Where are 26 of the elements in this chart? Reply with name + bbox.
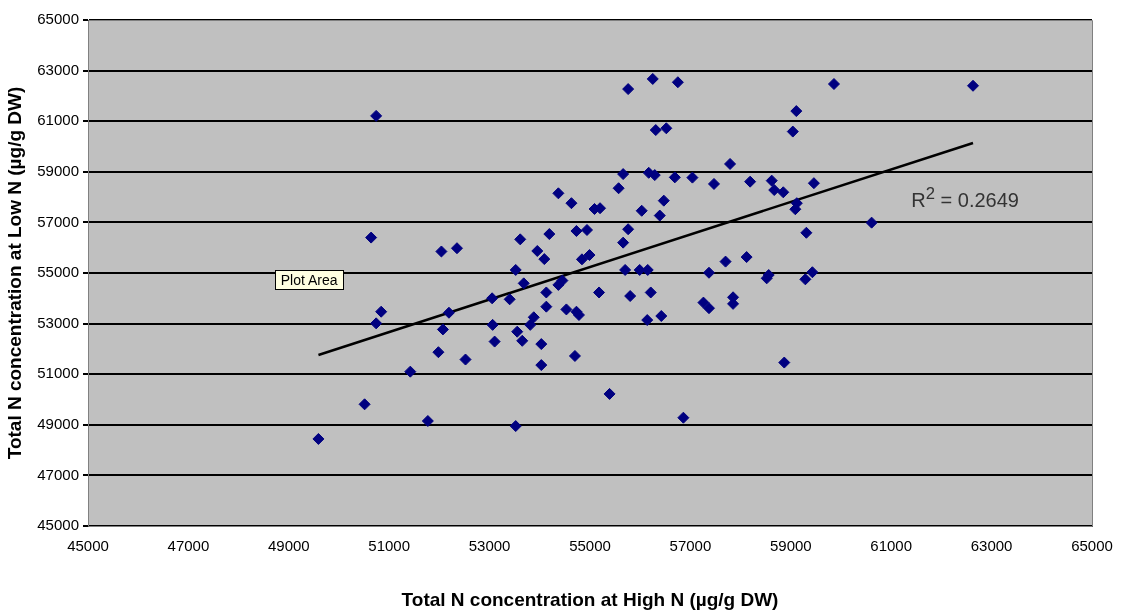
x-axis-title: Total N concentration at High N (µg/g DW) (401, 588, 779, 610)
x-tick-label: 61000 (870, 537, 913, 555)
y-tick-label: 49000 (37, 414, 79, 432)
annotation: R$^{2}$ = 0.2649 (911, 184, 1019, 213)
x-tick-label: 63000 (970, 537, 1013, 555)
x-tick-label: 53000 (468, 537, 511, 555)
y-tick-label: 53000 (37, 313, 79, 331)
x-tick-label: 65000 (1071, 537, 1113, 555)
x-tick-label: 45000 (67, 537, 109, 555)
y-tick-label: 65000 (37, 10, 79, 28)
x-tick-label: 59000 (769, 537, 812, 555)
x-tick-label: 49000 (267, 537, 310, 555)
x-tick-label: 55000 (569, 537, 611, 555)
y-axis-title: Total N concentration at Low N (µg/g DW) (3, 86, 25, 460)
annotation: Plot Area (274, 269, 344, 290)
y-tick-label: 57000 (37, 212, 79, 230)
y-tick-label: 51000 (37, 364, 79, 382)
x-tick-label: 47000 (167, 537, 210, 555)
y-tick-label: 63000 (37, 60, 79, 78)
x-tick-label: 51000 (368, 537, 411, 555)
y-tick-label: 55000 (37, 263, 79, 281)
y-tick-label: 47000 (37, 465, 79, 483)
y-tick-label: 61000 (37, 111, 79, 129)
x-tick-label: 57000 (669, 537, 712, 555)
y-tick-label: 45000 (37, 516, 79, 534)
y-tick-label: 59000 (37, 161, 79, 179)
